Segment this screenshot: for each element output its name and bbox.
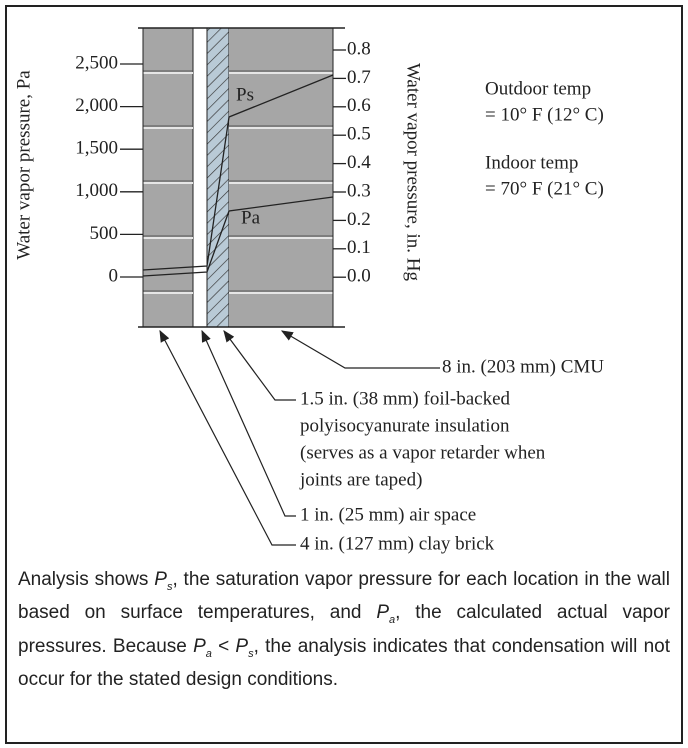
left-tick-label: 1,500: [75, 138, 118, 159]
caption-text: Analysis shows: [18, 569, 154, 590]
left-tick-label: 2,000: [75, 95, 118, 116]
layer-label: joints are taped): [299, 469, 422, 490]
right-tick-label: 0.0: [347, 266, 371, 287]
left-axis-label: Water vapor pressure, Pa: [13, 70, 34, 260]
condition: Outdoor temp: [485, 78, 591, 99]
right-tick-label: 0.6: [347, 95, 371, 116]
curve-label: Pa: [241, 207, 261, 228]
right-tick-label: 0.4: [347, 152, 371, 173]
layer-label: 8 in. (203 mm) CMU: [442, 356, 604, 377]
layer-label: polyisocyanurate insulation: [300, 415, 510, 436]
caption-symbol: P: [154, 569, 167, 590]
wall: [138, 28, 345, 327]
caption-symbol: P: [376, 602, 389, 623]
condition: = 70° F (21° C): [485, 178, 604, 199]
caption: Analysis shows Ps, the saturation vapor …: [18, 567, 670, 693]
diagram: Water vapor pressure, Pa Water vapor pre…: [0, 0, 688, 560]
condition: Indoor temp: [485, 152, 578, 173]
right-tick-label: 0.1: [347, 237, 371, 258]
layer-label: (serves as a vapor retarder when: [300, 442, 546, 463]
left-tick-label: 1,000: [75, 180, 118, 201]
caption-symbol: P: [235, 636, 248, 657]
page: Water vapor pressure, Pa Water vapor pre…: [0, 0, 688, 748]
right-tick-label: 0.3: [347, 180, 371, 201]
left-tick-label: 2,500: [75, 52, 118, 73]
layer-label: 1 in. (25 mm) air space: [300, 504, 476, 525]
right-tick-label: 0.2: [347, 209, 371, 230]
curve-label: Ps: [236, 84, 254, 105]
layer-label: 4 in. (127 mm) clay brick: [300, 533, 495, 554]
right-axis-label: Water vapor pressure, in. Hg: [403, 63, 424, 281]
right-tick-label: 0.5: [347, 124, 371, 145]
caption-text: <: [212, 636, 236, 657]
right-tick-label: 0.8: [347, 38, 371, 59]
left-tick-label: 500: [90, 223, 119, 244]
left-tick-label: 0: [109, 265, 119, 286]
condition: = 10° F (12° C): [485, 104, 604, 125]
layer-label: 1.5 in. (38 mm) foil-backed: [300, 388, 511, 409]
caption-symbol: P: [193, 636, 206, 657]
right-tick-label: 0.7: [347, 67, 371, 88]
